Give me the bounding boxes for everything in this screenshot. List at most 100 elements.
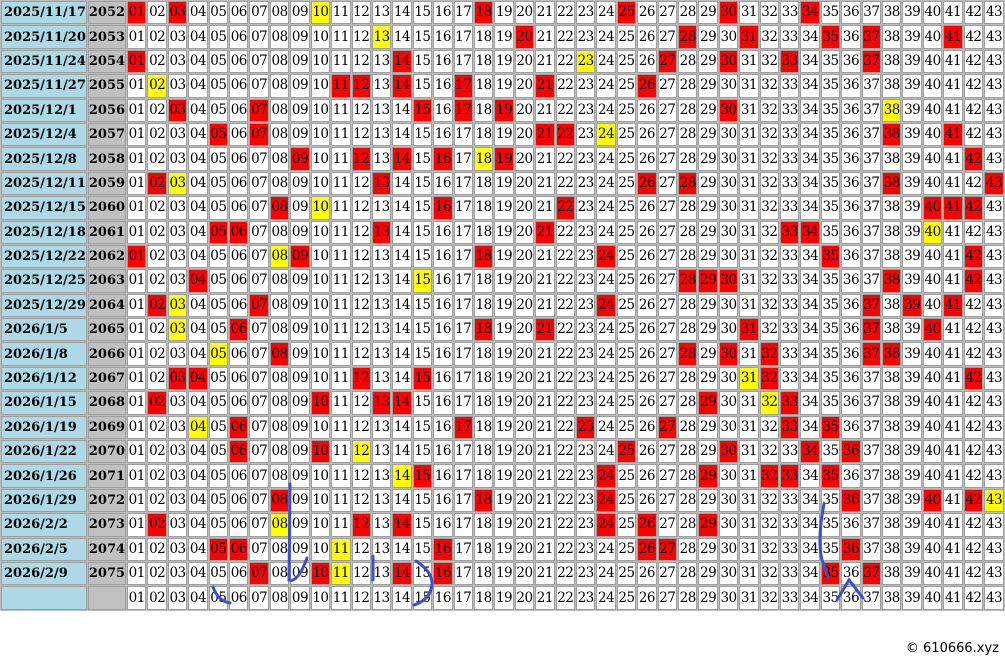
number-cell-hit: 21 — [535, 220, 555, 244]
number-cell: 31 — [739, 488, 759, 513]
number-cell: 19 — [494, 537, 514, 561]
number-cell: 25 — [616, 513, 637, 537]
number-cell: 29 — [698, 98, 718, 122]
number-cell: 27 — [657, 269, 678, 293]
footer-row: 01 02 03 04 05 06 07 08 09 10 11 12 13 14 15 16 17 18 19 20… — [1, 586, 1004, 610]
table-row: 2025/12/15 2060 01 02 03 04 05 06 07 08 09 10 11 12 13… — [1, 196, 1004, 220]
number-cell: 36 — [841, 122, 861, 147]
number-cell: 12 — [351, 318, 371, 342]
number-cell: 19 — [494, 220, 514, 244]
number-cell: 15 — [412, 488, 433, 513]
number-cell: 32 — [759, 537, 780, 561]
number-cell: 08 — [269, 366, 290, 391]
number-cell-hit: 30 — [718, 1, 739, 25]
number-cell-special: 05 — [208, 342, 229, 366]
number-cell: 11 — [331, 464, 351, 488]
number-cell: 04 — [188, 342, 208, 366]
number-cell: 22 — [555, 342, 575, 366]
number-cell-hit: 13 — [371, 220, 392, 244]
number-cell: 31 — [739, 561, 759, 586]
number-cell: 31 — [739, 244, 759, 269]
draw-date: 2026/1/19 — [1, 415, 87, 440]
number-cell: 43 — [984, 25, 1004, 49]
number-cell: 41 — [943, 391, 963, 415]
table-row: 2025/12/1 2056 01 02 03 04 05 06 07 08 09 10 11 12 13 1… — [1, 98, 1004, 122]
number-cell-hit: 31 — [739, 25, 759, 49]
number-cell: 41 — [943, 513, 963, 537]
number-cell: 09 — [290, 98, 310, 122]
number-cell: 07 — [249, 537, 269, 561]
number-cell: 04 — [188, 122, 208, 147]
number-cell: 26 — [637, 464, 657, 488]
number-cell-hit: 24 — [596, 513, 616, 537]
number-cell: 38 — [882, 196, 902, 220]
draw-date — [1, 586, 87, 610]
number-cell: 38 — [882, 1, 902, 25]
number-cell: 19 — [494, 488, 514, 513]
number-cell: 43 — [984, 415, 1004, 440]
number-cell-hit: 37 — [861, 342, 882, 366]
number-cell-hit: 30 — [718, 49, 739, 74]
number-cell: 39 — [902, 244, 922, 269]
number-cell: 01 — [127, 586, 147, 610]
issue-number: 2070 — [87, 440, 127, 464]
number-cell: 26 — [637, 122, 657, 147]
number-cell: 35 — [820, 318, 841, 342]
number-cell: 23 — [575, 122, 596, 147]
number-cell: 23 — [575, 342, 596, 366]
number-cell: 13 — [371, 122, 392, 147]
number-cell: 05 — [208, 269, 229, 293]
number-cell: 15 — [412, 440, 433, 464]
number-cell: 22 — [555, 1, 575, 25]
number-cell: 06 — [229, 196, 249, 220]
number-cell: 41 — [943, 171, 963, 196]
number-cell: 31 — [739, 586, 759, 610]
number-cell: 17 — [453, 293, 473, 318]
number-cell: 05 — [208, 49, 229, 74]
number-cell: 30 — [718, 244, 739, 269]
number-cell-hit: 22 — [555, 196, 575, 220]
number-cell: 34 — [800, 98, 820, 122]
number-cell: 43 — [984, 391, 1004, 415]
number-cell: 27 — [657, 122, 678, 147]
number-cell: 43 — [984, 440, 1004, 464]
number-cell: 29 — [698, 293, 718, 318]
number-cell: 27 — [657, 147, 678, 171]
number-cell: 32 — [759, 74, 780, 98]
number-cell-hit: 05 — [208, 122, 229, 147]
number-cell: 29 — [698, 74, 718, 98]
number-cell: 14 — [392, 293, 412, 318]
number-cell: 34 — [800, 415, 820, 440]
number-cell: 25 — [616, 488, 637, 513]
number-cell: 36 — [841, 513, 861, 537]
number-cell: 32 — [759, 1, 780, 25]
number-cell-hit: 37 — [861, 293, 882, 318]
number-cell: 35 — [820, 98, 841, 122]
number-cell: 08 — [269, 1, 290, 25]
number-cell-hit: 16 — [433, 561, 453, 586]
number-cell: 40 — [922, 366, 943, 391]
number-cell: 38 — [882, 464, 902, 488]
number-cell: 36 — [841, 318, 861, 342]
number-cell: 40 — [922, 586, 943, 610]
number-cell: 26 — [637, 196, 657, 220]
number-cell: 17 — [453, 318, 473, 342]
number-cell: 21 — [535, 196, 555, 220]
number-cell: 07 — [249, 586, 269, 610]
number-trend-table: 2025/11/17 2052 01 02 03 04 05 06 07 08 09 10 11 12 13… — [0, 0, 1005, 611]
issue-number: 2058 — [87, 147, 127, 171]
number-cell: 08 — [269, 220, 290, 244]
number-cell: 18 — [473, 342, 494, 366]
number-cell: 35 — [820, 220, 841, 244]
number-cell: 34 — [800, 25, 820, 49]
number-cell: 02 — [147, 366, 167, 391]
number-cell: 09 — [290, 561, 310, 586]
number-cell: 17 — [453, 25, 473, 49]
number-cell: 01 — [127, 488, 147, 513]
number-cell-special: 18 — [473, 147, 494, 171]
number-cell-hit: 30 — [718, 98, 739, 122]
number-cell: 11 — [331, 244, 351, 269]
number-cell: 15 — [412, 74, 433, 98]
table-row: 2026/1/26 2071 01 02 03 04 05 06 07 08 09 10 11 12 13 1… — [1, 464, 1004, 488]
number-cell: 43 — [984, 293, 1004, 318]
